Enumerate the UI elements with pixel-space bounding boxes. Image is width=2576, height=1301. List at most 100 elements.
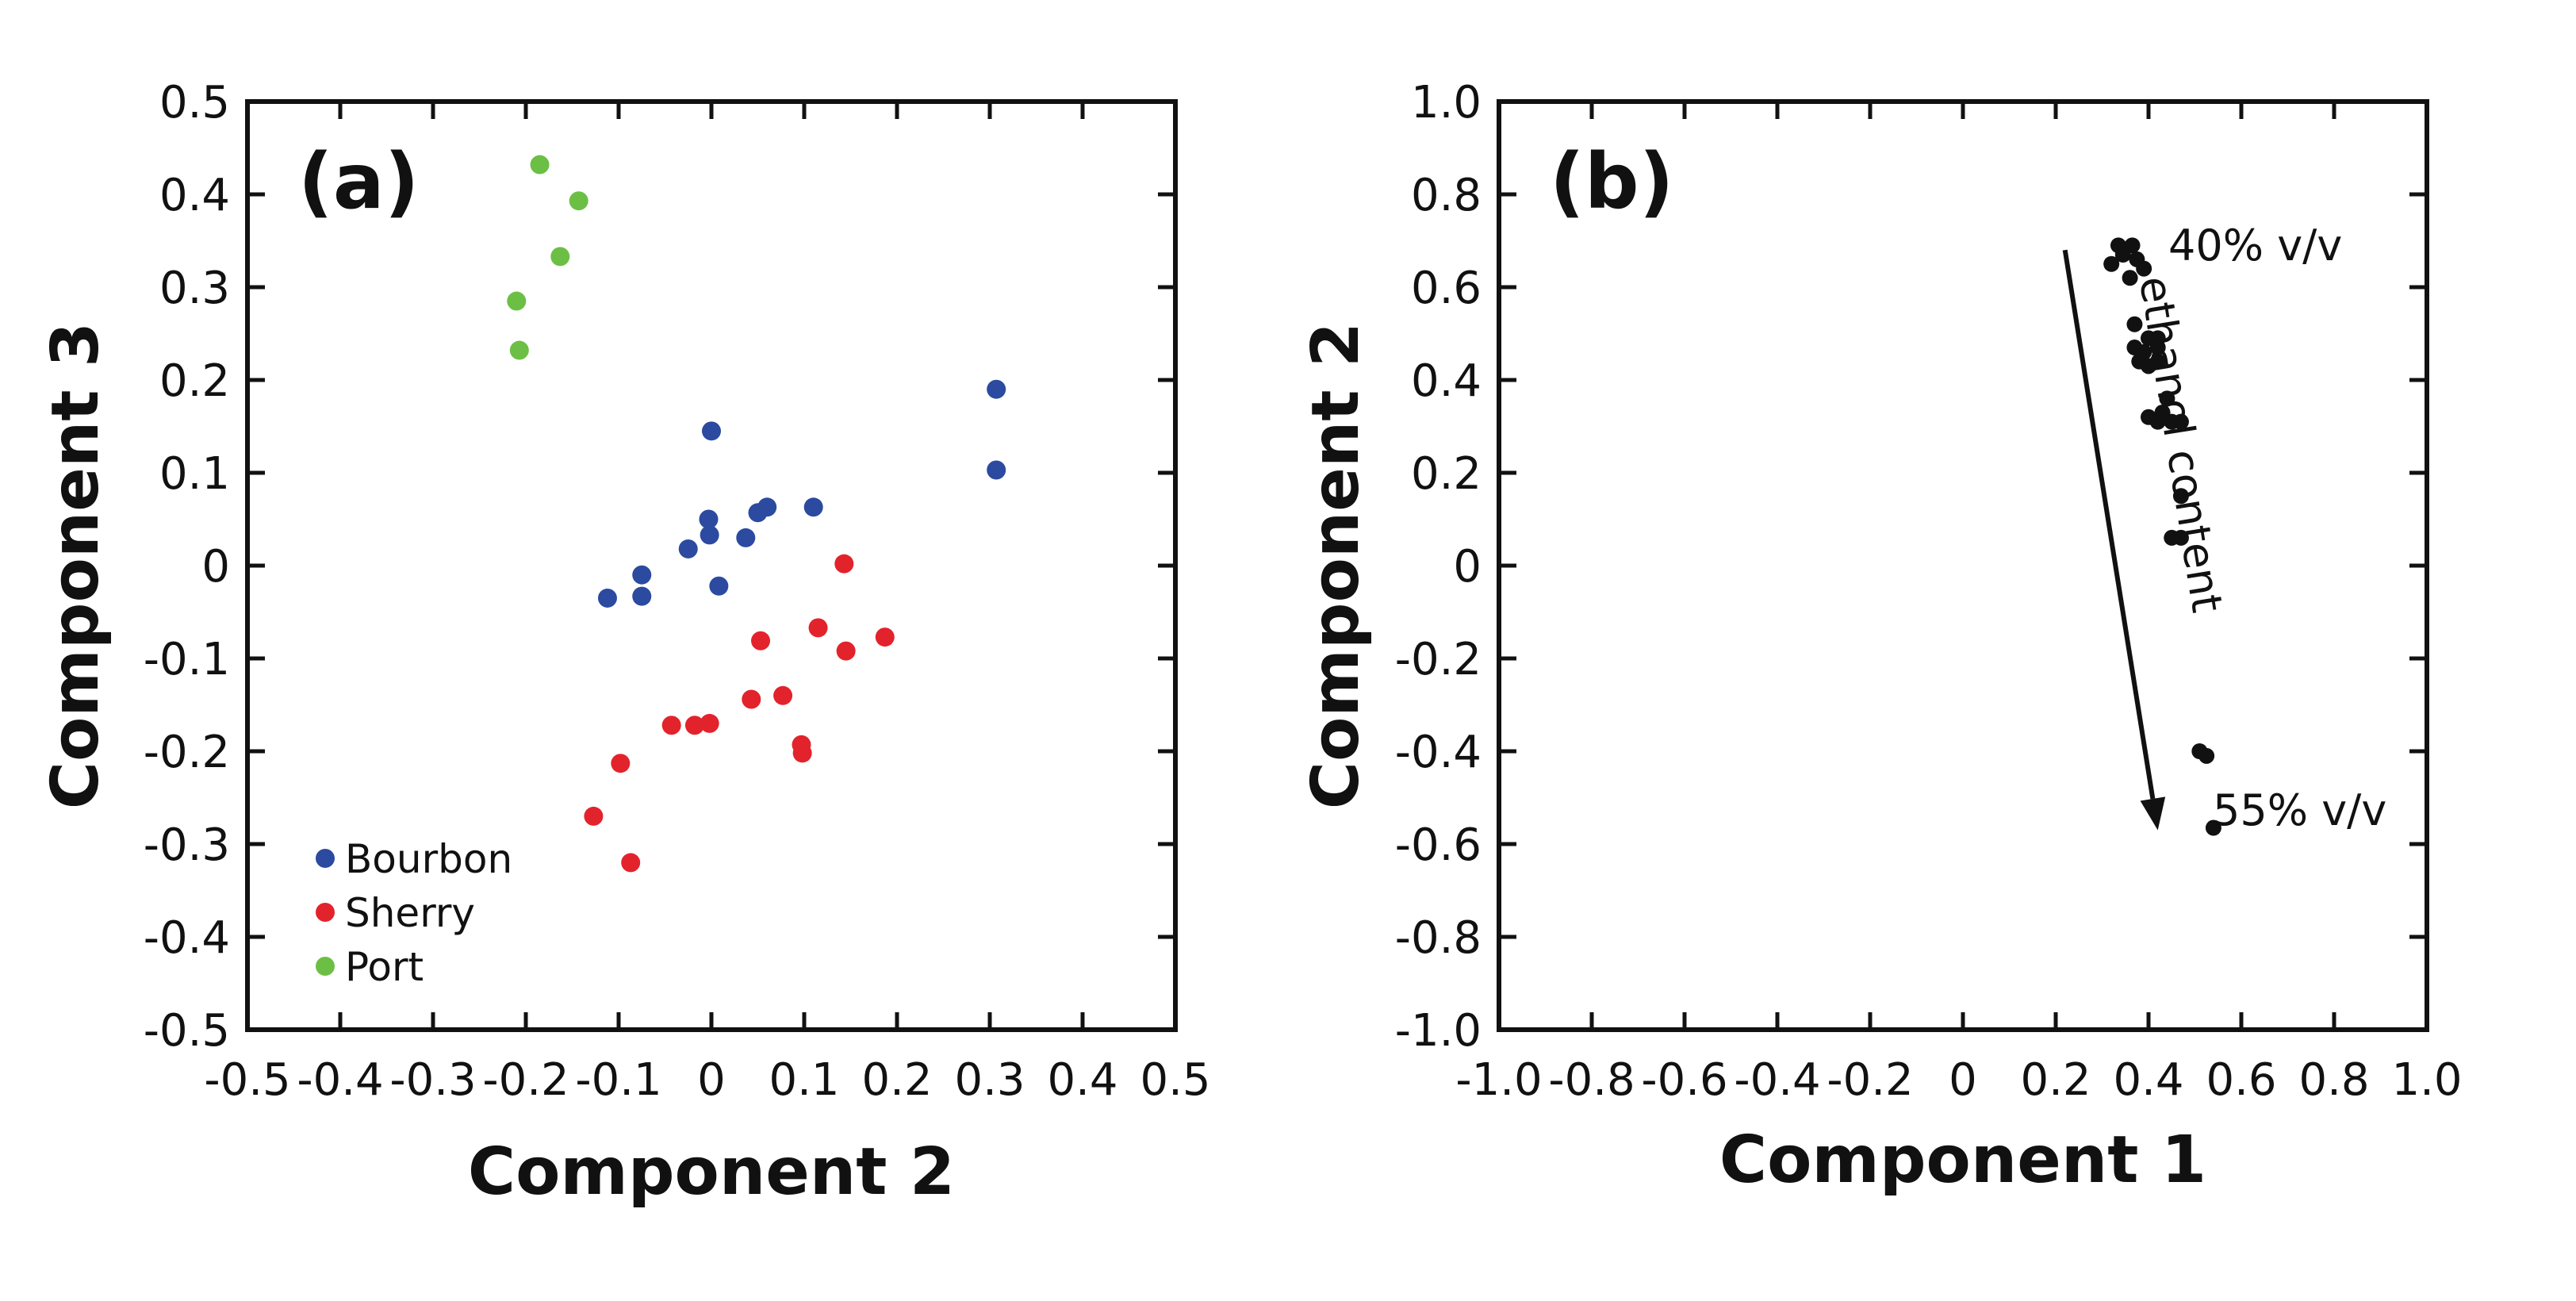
panel-a-x-tick-label: 0 <box>697 1054 726 1106</box>
panel-b-x-tick-label: -0.4 <box>1734 1054 1820 1106</box>
panel-a-x-tick-label: 0.3 <box>954 1054 1025 1106</box>
panel-a-x-tick-label: -0.2 <box>482 1054 569 1106</box>
panel-b-point-series-0 <box>2172 413 2189 430</box>
ethanol-arrow <box>2062 249 2156 800</box>
panel-b-point-series-0 <box>2149 340 2166 356</box>
panel-a-y-tick-label: -0.4 <box>144 912 230 964</box>
panel-b-y-tick-label: -0.4 <box>1395 727 1482 778</box>
panel-b-point-series-0 <box>2159 390 2175 407</box>
panel-a-point-sherry <box>808 618 828 638</box>
panel-b-x-tick-label: 1.0 <box>2391 1054 2462 1106</box>
panel-b-label: (b) <box>1550 137 1673 226</box>
panel-a-point-bourbon <box>709 576 729 596</box>
panel-b-points <box>2103 237 2221 836</box>
panel-a-x-tick-label: -0.5 <box>204 1054 290 1106</box>
panel-b-y-tick-label: -0.6 <box>1395 819 1482 871</box>
legend-marker-sherry <box>316 903 335 922</box>
panel-a-point-sherry <box>700 713 719 733</box>
annotation-40-percent: 40% v/v <box>2168 221 2342 271</box>
annotation-55-percent: 55% v/v <box>2213 785 2386 835</box>
panel-b-x-tick-label: 0 <box>1949 1054 1977 1106</box>
panel-a-point-bourbon <box>700 525 719 545</box>
panel-b-y-tick-label: 0.2 <box>1411 448 1482 500</box>
panel-a-point-sherry <box>684 716 704 735</box>
panel-b-point-series-0 <box>2126 316 2143 332</box>
panel-b-y-tick-label: 1.0 <box>1411 77 1482 129</box>
panel-a-point-bourbon <box>987 379 1006 399</box>
ethanol-arrowhead <box>2140 796 2166 831</box>
legend-label-port: Port <box>345 944 424 990</box>
panel-b-x-tick-label: 0.6 <box>2206 1054 2276 1106</box>
panel-a-x-tick-label: 0.4 <box>1047 1054 1117 1106</box>
panel-a-y-tick-label: -0.3 <box>144 819 230 871</box>
panel-a-point-bourbon <box>803 497 823 517</box>
panel-a-point-sherry <box>792 743 812 763</box>
panel-a-point-port <box>550 247 570 267</box>
panel-b-x-tick-label: 0.8 <box>2298 1054 2369 1106</box>
panel-a-y-tick-label: -0.2 <box>144 727 230 778</box>
panel-a-y-tick-label: 0.4 <box>159 170 230 221</box>
panel-b-scatter-plot: -1.0 -0.8 -0.6 -0.4 -0.2 0 0.2 0.4 0.6 0.8 1.01.00… <box>1298 77 2463 1198</box>
legend-label-sherry: Sherry <box>345 890 475 936</box>
panel-b-x-tick-label: -1.0 <box>1455 1054 1542 1106</box>
panel-a-y-tick-label: -0.5 <box>144 1005 230 1057</box>
panel-a-point-bourbon <box>757 497 777 517</box>
panel-a-point-port <box>507 291 527 311</box>
panel-a-x-tick-label: -0.3 <box>389 1054 476 1106</box>
panel-a-scatter-plot: -0.5 -0.4 -0.3 -0.2 -0.1 0 0.1 0.2 0.3 0.4 0.50.50… <box>38 77 1211 1210</box>
panel-b-y-tick-label: -0.2 <box>1395 634 1482 685</box>
panel-a-point-sherry <box>751 631 771 650</box>
panel-b-y-tick-label: 0.6 <box>1411 263 1482 314</box>
legend-marker-bourbon <box>316 849 335 868</box>
panel-a-point-sherry <box>584 806 604 826</box>
panel-a-ticks: -0.5 -0.4 -0.3 -0.2 -0.1 0 0.1 0.2 0.3 0.4 0.50.50… <box>144 77 1211 1106</box>
panel-a-point-bourbon <box>632 586 652 606</box>
panel-a-point-sherry <box>836 641 856 661</box>
panel-b-y-tick-label: -1.0 <box>1395 1005 1482 1057</box>
panel-b-y-axis-label: Component 2 <box>1298 322 1374 809</box>
panel-a-point-port <box>569 191 588 211</box>
panel-a-y-tick-label: -0.1 <box>144 634 230 685</box>
panel-a-point-sherry <box>742 689 761 709</box>
panel-b-point-series-0 <box>2198 747 2215 764</box>
panel-a-y-tick-label: 0.1 <box>159 448 230 500</box>
panel-b-x-tick-label: 0.2 <box>2020 1054 2091 1106</box>
panel-a-point-sherry <box>661 716 681 735</box>
panel-b-y-tick-label: -0.8 <box>1395 912 1482 964</box>
panel-a-point-bourbon <box>702 421 721 441</box>
ethanol-content-label: ethanol content <box>2129 273 2233 616</box>
panel-b-x-tick-label: 0.4 <box>2113 1054 2183 1106</box>
panel-a-x-tick-label: 0.5 <box>1140 1054 1210 1106</box>
panel-b-x-tick-label: -0.8 <box>1548 1054 1635 1106</box>
panel-b-ticks: -1.0 -0.8 -0.6 -0.4 -0.2 0 0.2 0.4 0.6 0.8 1.01.00… <box>1395 77 2463 1106</box>
panel-a-x-tick-label: -0.1 <box>575 1054 661 1106</box>
panel-b-point-series-0 <box>2122 270 2138 286</box>
panel-a-y-tick-label: 0.3 <box>159 263 230 314</box>
panel-b-point-series-0 <box>2114 247 2131 263</box>
panel-a-point-bourbon <box>632 565 652 585</box>
panel-b-x-tick-label: -0.6 <box>1641 1054 1727 1106</box>
legend-label-bourbon: Bourbon <box>345 836 512 882</box>
panel-a-x-tick-label: -0.4 <box>297 1054 383 1106</box>
panel-a-x-tick-label: 0.1 <box>769 1054 839 1106</box>
panel-b-point-series-0 <box>2136 260 2152 277</box>
panel-b-point-series-0 <box>2172 529 2189 546</box>
panel-b-point-series-0 <box>2103 255 2120 272</box>
panel-a-point-port <box>530 155 550 175</box>
panel-a-point-port <box>509 340 529 360</box>
panel-b-y-tick-label: 0 <box>1453 541 1482 593</box>
panel-a-x-tick-label: 0.2 <box>861 1054 932 1106</box>
panel-a-point-bourbon <box>678 539 698 558</box>
panel-b-y-tick-label: 0.8 <box>1411 170 1482 221</box>
panel-a-label: (a) <box>298 137 420 226</box>
panel-a-points <box>507 155 1006 873</box>
panel-b-x-axis-label: Component 1 <box>1719 1123 2206 1198</box>
panel-b-y-tick-label: 0.4 <box>1411 355 1482 407</box>
panel-b-x-tick-label: -0.2 <box>1827 1054 1913 1106</box>
panel-a-y-tick-label: 0 <box>201 541 230 593</box>
panel-a-point-sherry <box>621 853 641 873</box>
panel-a-point-sherry <box>834 554 854 574</box>
panel-b-point-series-0 <box>2149 353 2166 370</box>
panel-a-y-tick-label: 0.2 <box>159 355 230 407</box>
